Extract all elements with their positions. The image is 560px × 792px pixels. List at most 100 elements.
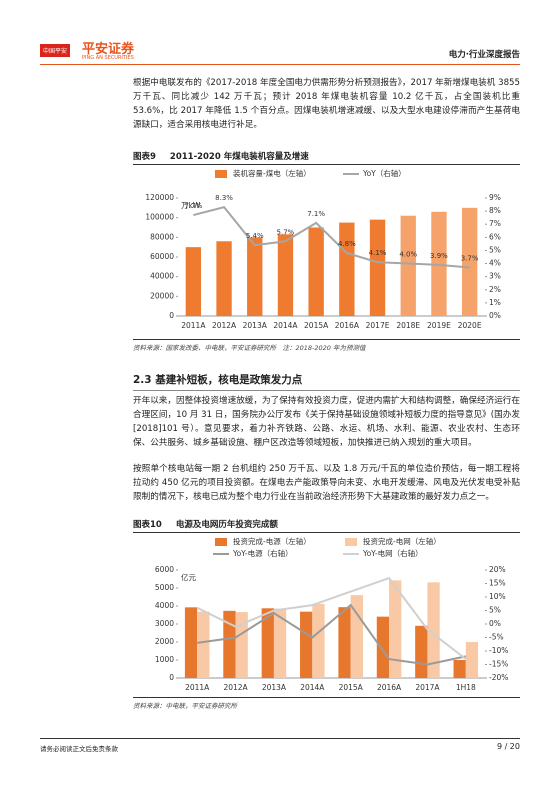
value-label: 4.0% [399,251,417,259]
y2-tick-label: 0% [489,311,501,320]
y2-tick-label: 10% [489,592,506,601]
bar [261,608,274,678]
line [196,576,467,660]
y2-tick-label: -15% [489,660,508,669]
x-tick-label: 2014A [300,683,325,692]
y-tick-label: 4000 [155,601,174,610]
y-tick-label: 5000 [155,583,174,592]
y2-tick-label: 15% [489,579,506,588]
y2-tick-label: 2% [489,285,501,294]
value-label: 7.7% [184,202,202,210]
y-tick-label: 1000 [155,655,174,664]
legend-label: 装机容量-煤电（左轴） [233,168,311,178]
x-tick-label: 2011A [185,683,210,692]
bar [453,660,466,678]
bar [369,219,386,316]
y-tick-label: 0 [169,673,174,682]
x-tick-label: 2015A [339,683,364,692]
chart: 装机容量-煤电（左轴） YoY（右轴） 万kW 0 20000 40000 60000 800… [145,168,501,330]
legend-label: YoY-电网（右轴） [362,548,423,558]
legend-label: 投资完成-电源（左轴） [233,536,311,546]
x-tick-label: 2017E [366,321,390,330]
y-tick-label: 100000 [145,213,174,222]
x-tick-label: 2013A [243,321,268,330]
figure-caption: 2011-2020 年煤电装机容量及增速 [169,152,309,162]
y2-tick-label: 1% [489,298,501,307]
bar [216,241,232,316]
bar [184,607,198,678]
value-label: 5.7% [277,228,295,236]
report-type: 电力·行业深度报告 [448,50,520,60]
figure-label: 图表10 [133,520,162,530]
value-label: 4.1% [369,249,387,257]
bar [389,580,402,678]
y2-tick-label: 9% [489,193,501,202]
y-tick-label: 40000 [150,272,174,281]
bar [300,611,313,678]
x-tick-label: 2020E [458,321,482,330]
figure-title: 图表10 电源及电网历年投资完成额 [133,518,520,533]
y2-tick-label: 5% [489,606,501,615]
header-rule [40,64,520,65]
y-tick-label: 3000 [155,619,174,628]
legend-label: YoY-电源（右轴） [232,548,293,558]
bar [277,234,294,316]
badge: 中国平安 [40,44,71,57]
y2-tick-label: -10% [489,646,508,655]
page-number: 9 / 20 [496,742,520,751]
bar [339,222,355,316]
bar [312,603,325,678]
x-tick-label: 2019E [427,321,451,330]
y2-tick-label: 4% [489,259,501,268]
y2-tick-label: 5% [489,245,501,254]
value-label: 7.1% [307,210,325,218]
y-tick-label: 0 [169,311,174,320]
x-tick-label: 2012A [223,683,248,692]
bar [350,595,363,678]
logo-en: PING AN SECURITIES [82,55,134,61]
legend-label: YoY（右轴） [362,168,406,178]
footer-rule [40,738,520,739]
x-tick-label: 2012A [212,321,237,330]
y2-tick-label: 6% [489,232,501,241]
bar [400,215,416,316]
paragraph: 根据中电联发布的《2017-2018 年度全国电力供需形势分析预测报告》，201… [133,78,520,130]
bar [376,616,390,678]
x-tick-label: 2018E [396,321,420,330]
value-label: 8.3% [215,194,233,202]
section-heading: 2.3 基建补短板，核电是政策发力点 [133,372,520,391]
y-tick-label: 6000 [155,565,174,574]
y-axis-label: 万kW [181,201,201,210]
value-label: 5.4% [246,232,264,240]
y2-tick-label: 20% [489,565,506,574]
line [193,206,470,269]
bar [197,611,210,678]
y2-tick-label: 8% [489,206,501,215]
bar [415,625,428,678]
source: 资料来源：中电联，平安证券研究所 [133,697,520,710]
y-tick-label: 80000 [150,232,174,241]
chart: 投资完成-电源（左轴） 投资完成-电网（左轴） YoY-电源（右轴） YoY-电网（右… [155,536,508,692]
legend-swatch [345,538,357,546]
legend-swatch [215,538,227,546]
source: 资料来源：国家发改委、中电联，平安证券研究所 注：2018-2020 年为预测值 [133,339,520,352]
y2-tick-label: 7% [489,219,501,228]
bar [308,227,324,316]
y-tick-label: 120000 [145,193,174,202]
x-tick-label: 2015A [304,321,329,330]
y2-tick-label: 3% [489,272,501,281]
bar [427,582,440,678]
figure-title: 图表9 2011-2020 年煤电装机容量及增速 [133,150,520,165]
x-tick-label: 2011A [181,321,206,330]
bar [223,610,236,678]
figure-caption: 电源及电网历年投资完成额 [175,520,278,530]
figure-label: 图表9 [133,152,156,162]
y-axis-label: 亿元 [181,572,196,582]
x-tick-label: 2014A [273,321,298,330]
value-label: 3.9% [430,252,448,260]
line [197,603,467,666]
bar [247,237,263,316]
bar [185,247,202,316]
y-tick-label: 20000 [150,291,174,300]
